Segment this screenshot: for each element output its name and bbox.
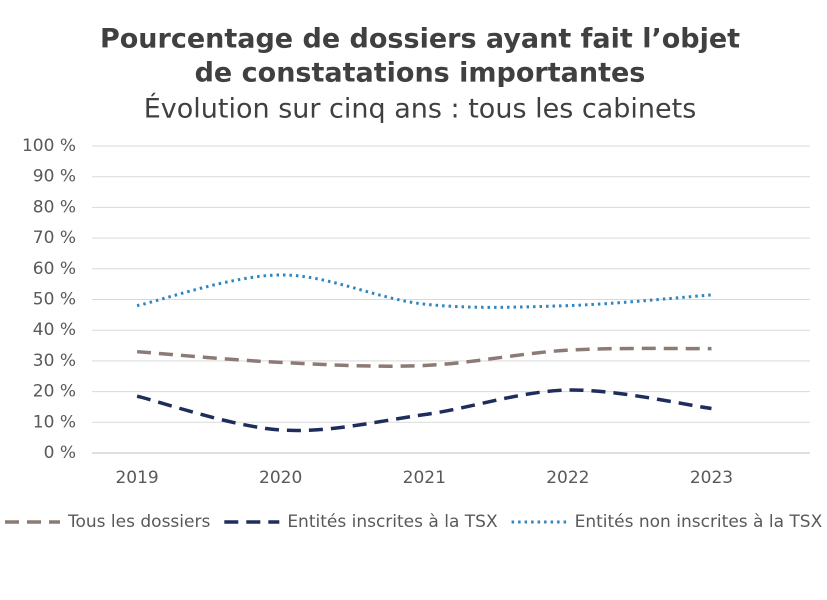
series-line (136, 273, 712, 309)
y-tick-label: 90 % (33, 167, 76, 187)
chart-title: Pourcentage de dossiers ayant fait l’obj… (100, 24, 740, 55)
x-tick-label: 2023 (690, 468, 733, 488)
x-tick-label: 2019 (115, 468, 158, 488)
x-tick-label: 2021 (403, 468, 446, 488)
y-tick-label: 30 % (33, 351, 76, 371)
legend-label: Entités inscrites à la TSX (287, 512, 498, 532)
legend-label: Entités non inscrites à la TSX (575, 512, 823, 532)
chart-title: de constatations importantes (195, 58, 646, 89)
x-tick-label: 2022 (546, 468, 589, 488)
y-tick-label: 10 % (33, 412, 76, 432)
series-line (136, 346, 712, 368)
legend-label: Tous les dossiers (67, 512, 210, 532)
x-tick-label: 2020 (259, 468, 302, 488)
y-tick-label: 70 % (33, 228, 76, 248)
y-tick-label: 50 % (33, 290, 76, 310)
y-tick-label: 0 % (44, 443, 76, 463)
y-tick-label: 40 % (33, 320, 76, 340)
chart-subtitle: Évolution sur cinq ans : tous les cabine… (144, 93, 697, 125)
y-tick-label: 100 % (22, 136, 76, 156)
y-tick-label: 60 % (33, 259, 76, 279)
y-tick-label: 80 % (33, 197, 76, 217)
series-line (136, 388, 712, 433)
y-tick-label: 20 % (33, 382, 76, 402)
